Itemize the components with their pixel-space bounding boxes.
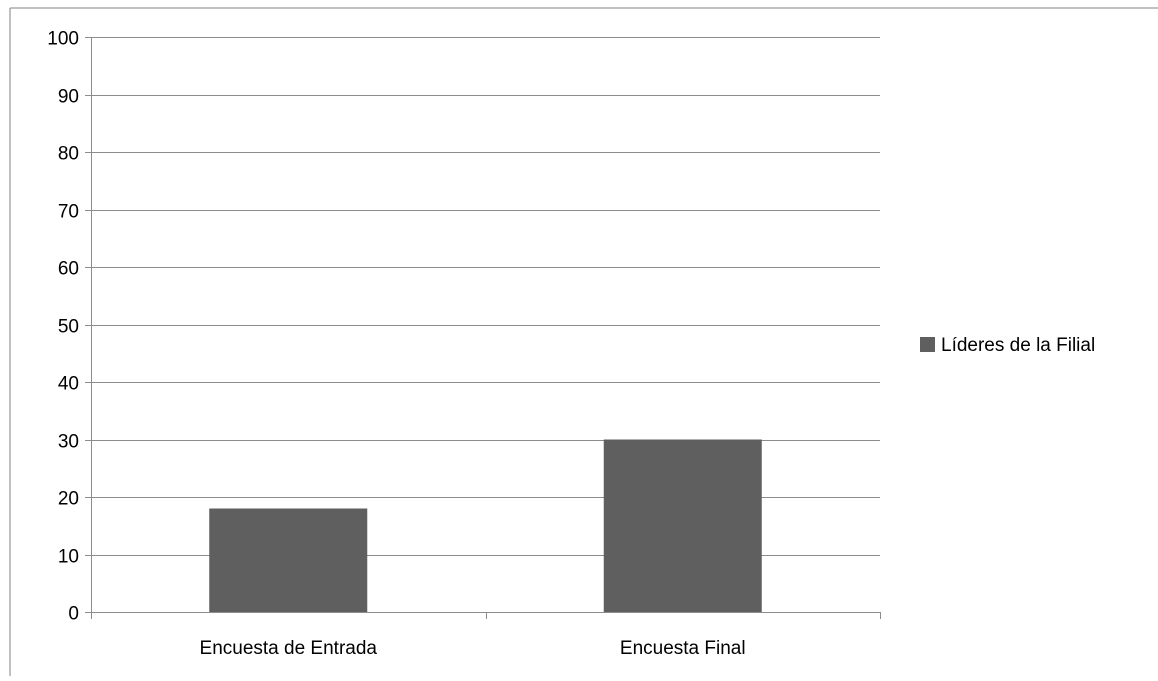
- axes: [85, 37, 881, 619]
- y-tick-label: 60: [58, 259, 79, 280]
- y-tick-labels: 0 10 20 30 40 50 60 70 80 90 100: [47, 29, 79, 625]
- x-tick-label: Encuesta Final: [620, 638, 746, 659]
- legend-swatch: [920, 337, 935, 352]
- bar-2: [603, 439, 762, 612]
- bar-1: [209, 508, 368, 612]
- y-tick-label: 100: [47, 29, 79, 50]
- y-tick-label: 50: [58, 317, 79, 338]
- bars: [209, 439, 762, 612]
- x-tick-label: Encuesta de Entrada: [200, 638, 378, 659]
- x-tick-labels: Encuesta de Entrada Encuesta Final: [200, 638, 746, 659]
- y-tick-label: 40: [58, 374, 79, 395]
- legend-label: Líderes de la Filial: [941, 335, 1095, 356]
- y-tick-label: 80: [58, 144, 79, 165]
- y-tick-label: 10: [58, 547, 79, 568]
- y-tick-label: 30: [58, 432, 79, 453]
- y-tick-label: 20: [58, 489, 79, 510]
- y-tick-label: 0: [68, 604, 79, 625]
- y-tick-label: 70: [58, 202, 79, 223]
- legend: Líderes de la Filial: [920, 335, 1095, 356]
- y-tick-label: 90: [58, 87, 79, 108]
